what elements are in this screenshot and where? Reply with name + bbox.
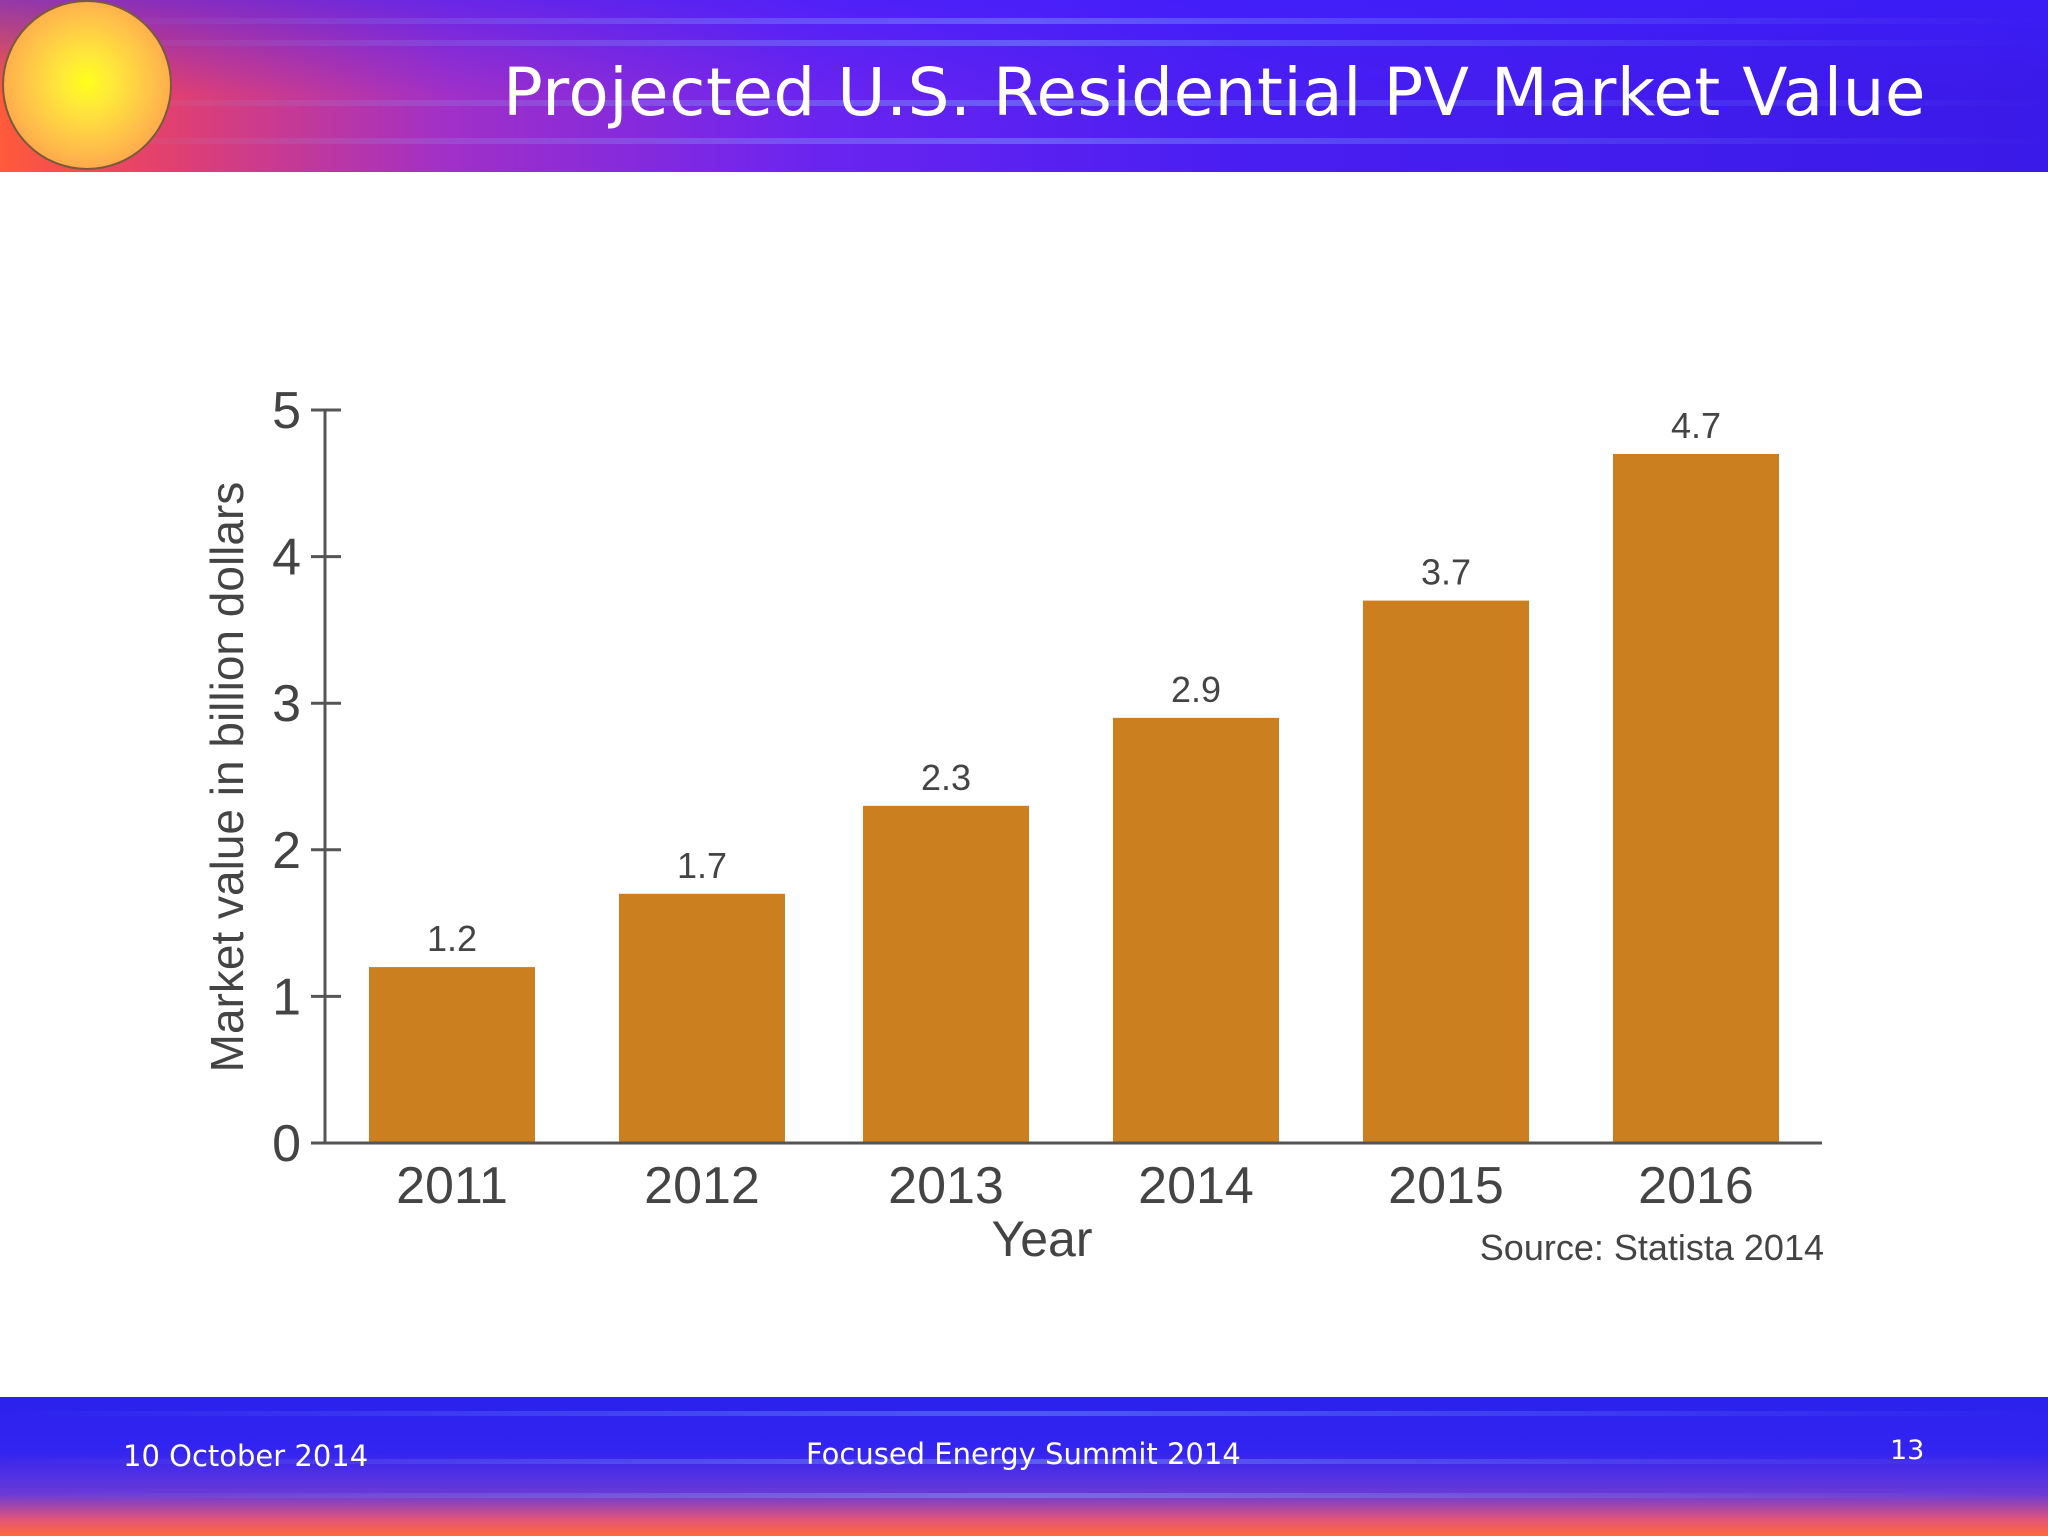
value-labels: 1.2 1.7 2.3 2.9 3.7 4.7 <box>427 405 1721 959</box>
y-tick-label-5: 5 <box>272 382 301 440</box>
bar-2014 <box>1113 717 1279 1143</box>
bar-2011 <box>369 967 535 1143</box>
bar-2016 <box>1613 453 1779 1144</box>
x-axis-ticks: 2011 2012 2013 2014 2015 2016 <box>396 1157 1754 1215</box>
y-tick-label-1: 1 <box>272 968 301 1026</box>
x-tick-label-2012: 2012 <box>644 1157 760 1215</box>
y-tick-label-0: 0 <box>272 1115 301 1173</box>
y-axis-ticks: 0 1 2 3 4 5 <box>272 382 341 1173</box>
y-tick-label-3: 3 <box>272 675 301 733</box>
slide-header: Projected U.S. Residential PV Market Val… <box>0 0 2048 172</box>
source-note: Source: Statista 2014 <box>1480 1227 1824 1268</box>
value-label-2014: 2.9 <box>1171 669 1221 710</box>
y-tick-label-4: 4 <box>272 529 301 587</box>
value-label-2016: 4.7 <box>1671 405 1721 446</box>
bar-2012 <box>619 893 785 1143</box>
footer-date: 10 October 2014 <box>123 1439 369 1473</box>
value-label-2012: 1.7 <box>677 845 727 886</box>
sun-icon <box>2 0 172 170</box>
value-label-2011: 1.2 <box>427 918 477 959</box>
x-tick-label-2014: 2014 <box>1138 1157 1254 1215</box>
page-number: 13 <box>1890 1435 1925 1466</box>
axes <box>323 410 1822 1145</box>
bar-2015 <box>1363 600 1529 1143</box>
y-tick-label-2: 2 <box>272 822 301 880</box>
x-axis-title: Year <box>991 1211 1092 1267</box>
y-axis-title: Market value in billion dollars <box>201 482 253 1073</box>
slide-footer: 10 October 2014 Focused Energy Summit 20… <box>0 1397 2048 1536</box>
footer-event-name: Focused Energy Summit 2014 <box>806 1437 1241 1471</box>
value-label-2015: 3.7 <box>1421 552 1471 593</box>
bar-2013 <box>863 805 1029 1143</box>
x-tick-label-2015: 2015 <box>1388 1157 1504 1215</box>
slide-title: Projected U.S. Residential PV Market Val… <box>503 54 1926 131</box>
value-label-2013: 2.3 <box>921 757 971 798</box>
bars <box>369 453 1779 1144</box>
x-tick-label-2013: 2013 <box>888 1157 1004 1215</box>
x-tick-label-2011: 2011 <box>396 1157 508 1215</box>
x-tick-label-2016: 2016 <box>1638 1157 1754 1215</box>
